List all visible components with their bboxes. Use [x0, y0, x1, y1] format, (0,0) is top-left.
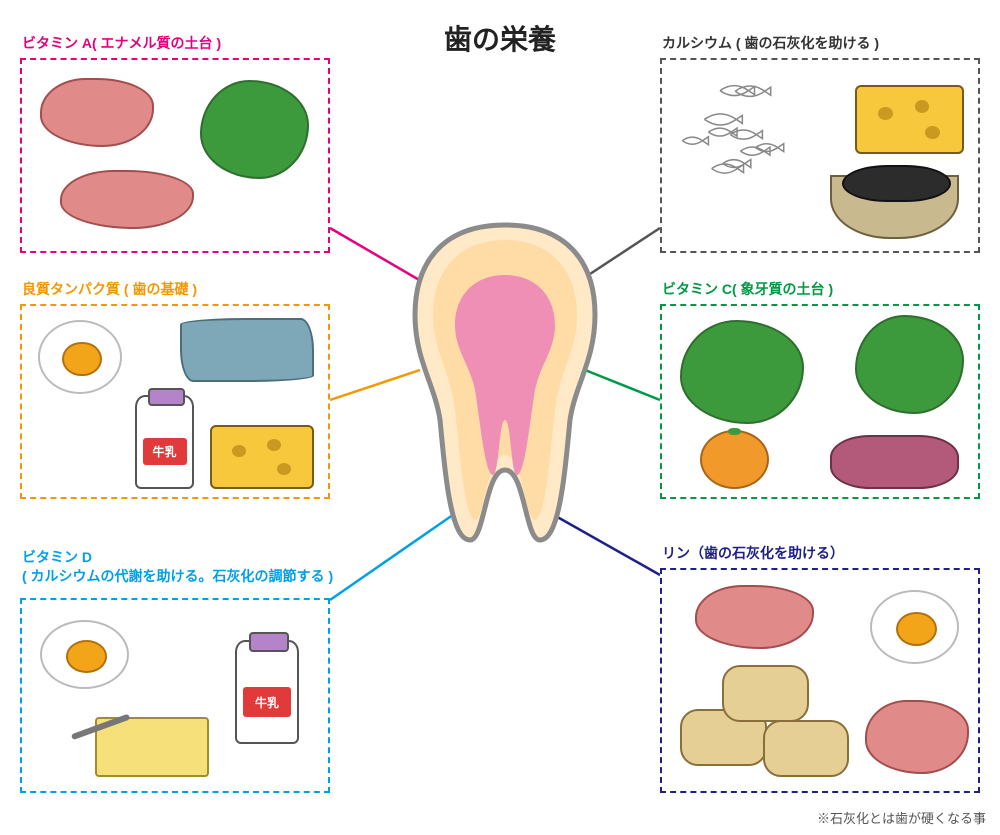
food-hijiki-bowl: [830, 175, 955, 235]
food-liver-skewer: [60, 170, 190, 225]
food-spinach: [200, 80, 305, 175]
food-fish: [180, 318, 310, 378]
food-butter: [95, 700, 205, 770]
box-label-vitA: ビタミン A( エナメル質の土台 ): [22, 34, 221, 53]
food-cabbage: [680, 320, 800, 420]
food-cheese: [210, 425, 310, 485]
food-beef: [865, 700, 965, 770]
food-sweet-potato: [830, 435, 955, 485]
box-label-vitC: ビタミン C( 象牙質の土台 ): [662, 280, 833, 299]
box-label-calcium: カルシウム ( 歯の石灰化を助ける ): [662, 34, 879, 53]
food-milk: 牛乳: [235, 640, 295, 740]
food-egg: [38, 320, 118, 390]
box-label-protein: 良質タンパク質 ( 歯の基礎 ): [22, 280, 197, 299]
food-orange: [700, 430, 765, 485]
tooth-icon: [405, 220, 605, 550]
food-cheese: [855, 85, 960, 150]
food-pork: [40, 78, 150, 143]
food-egg: [40, 620, 125, 685]
food-rice-bales: [680, 665, 830, 775]
food-milk: 牛乳: [135, 395, 190, 485]
food-egg: [870, 590, 955, 660]
box-label-vitD: ビタミン D ( カルシウムの代謝を助ける。石灰化の調節する ): [22, 548, 333, 586]
food-pork: [695, 585, 810, 645]
food-leafy-green: [855, 315, 960, 410]
footnote-text: ※石灰化とは歯が硬くなる事: [817, 808, 986, 827]
box-label-phosphorus: リン（歯の石灰化を助ける）: [662, 544, 844, 563]
food-small-fish: [675, 75, 815, 185]
